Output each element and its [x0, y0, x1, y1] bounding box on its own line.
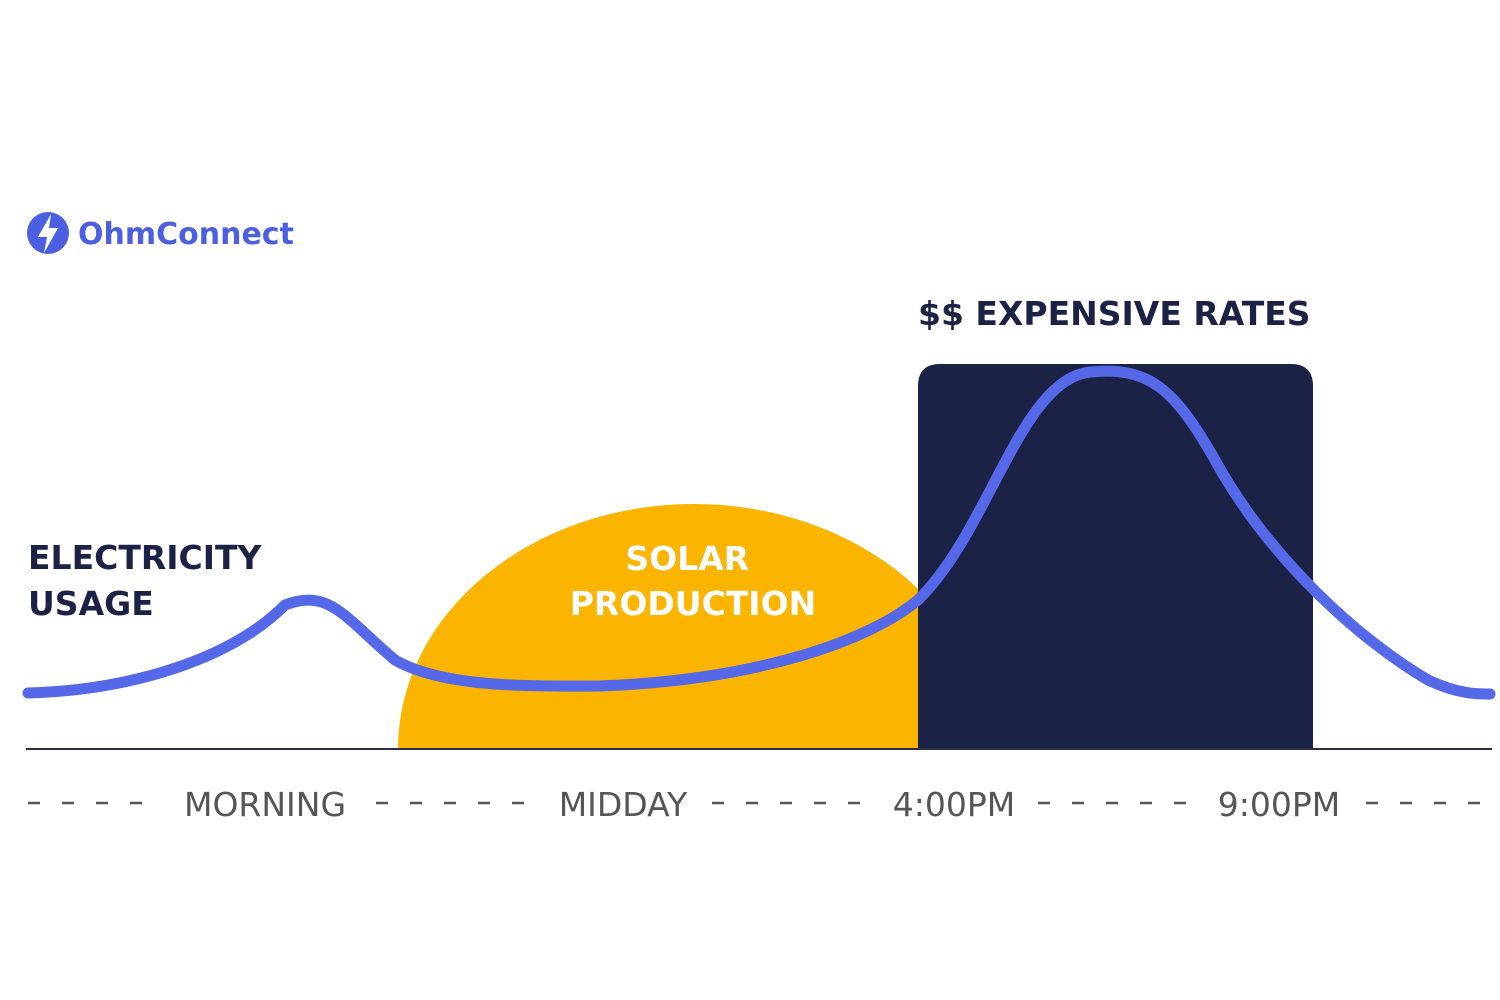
- solar-label-line-1: SOLAR: [625, 539, 749, 578]
- x-tick-label-4pm: 4:00PM: [893, 785, 1015, 824]
- electricity-usage-label: ELECTRICITY USAGE: [28, 538, 273, 623]
- expensive-rates-label: $$ EXPENSIVE RATES: [918, 294, 1311, 333]
- expensive-rates-block: [918, 364, 1313, 749]
- electricity-usage-line: [22, 365, 1496, 700]
- lightning-bolt-icon: [27, 212, 69, 254]
- x-tick-label-9pm: 9:00PM: [1218, 785, 1340, 824]
- usage-label-line-2: USAGE: [28, 584, 154, 623]
- brand-logo: OhmConnect: [27, 212, 294, 254]
- x-tick-label-midday: MIDDAY: [559, 785, 688, 824]
- usage-label-line-1: ELECTRICITY: [28, 538, 263, 577]
- x-tick-label-morning: MORNING: [184, 785, 346, 824]
- solar-production-label: SOLAR PRODUCTION: [570, 539, 817, 623]
- solar-label-line-2: PRODUCTION: [570, 584, 817, 623]
- brand-name: OhmConnect: [78, 217, 294, 252]
- x-axis-labels: MORNING MIDDAY 4:00PM 9:00PM: [184, 785, 1340, 824]
